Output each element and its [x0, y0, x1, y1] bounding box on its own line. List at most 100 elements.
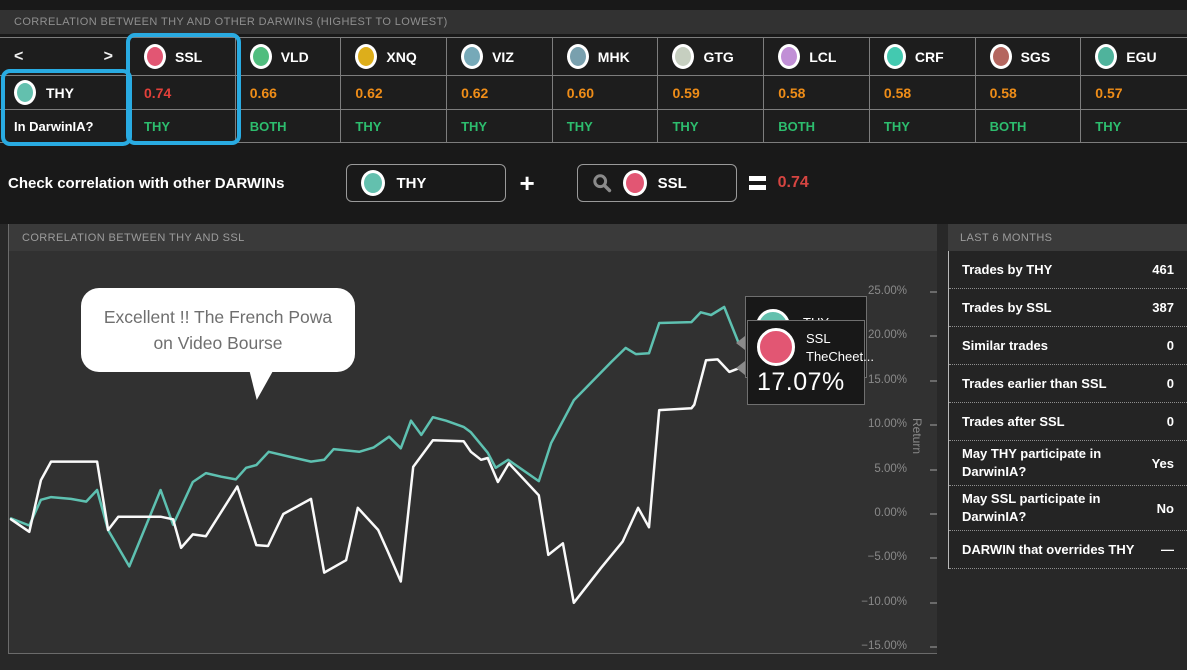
series-line-ssl: [9, 358, 743, 605]
correlation-result: 0.74: [777, 174, 809, 191]
series-line-thy: [9, 305, 741, 568]
base-darwin-cell[interactable]: THY: [0, 76, 130, 109]
stats-value: 0: [1166, 376, 1174, 391]
correlation-value: 0.62: [461, 84, 489, 101]
darwinia-participation: THY: [461, 118, 488, 134]
y-tick-mark: [930, 646, 937, 649]
correlation-value-cell: 0.57: [1081, 76, 1187, 109]
darwin-avatar: [672, 44, 695, 69]
stats-value: 461: [1152, 262, 1174, 277]
stats-row: Trades after SSL 0: [949, 403, 1187, 441]
darwin-column-header-ssl[interactable]: SSL: [130, 38, 236, 75]
darwin-code: EGU: [1126, 48, 1157, 65]
darwin-column-header-lcl[interactable]: LCL: [764, 38, 870, 75]
correlation-value: 0.74: [144, 84, 172, 101]
darwinia-participation-cell: THY: [341, 110, 448, 142]
darwin-column-header-mhk[interactable]: MHK: [552, 38, 659, 75]
tooltip-ssl-name: TheCheet...: [806, 348, 874, 364]
left-darwin-select[interactable]: THY: [346, 164, 507, 202]
y-tick-mark: [930, 335, 937, 338]
darwinia-participation: THY: [883, 118, 910, 134]
stats-row: May THY participate in DarwinIA? Yes: [949, 441, 1187, 486]
equals-icon: [748, 176, 766, 190]
y-tick-label: −5.00%: [867, 551, 907, 564]
tooltip-ssl: SSL TheCheet... 17.07%: [747, 320, 874, 405]
y-tick-mark: [930, 513, 937, 515]
darwin-avatar-ssl: [757, 328, 795, 366]
next-page-icon[interactable]: >: [103, 47, 113, 65]
darwinia-participation-cell: THY: [1081, 110, 1187, 142]
right-darwin-search-select[interactable]: SSL: [576, 164, 737, 202]
correlation-value-cell: 0.74: [130, 76, 236, 109]
darwin-column-header-crf[interactable]: CRF: [869, 38, 976, 75]
y-tick-label: 10.00%: [867, 418, 907, 431]
darwinia-participation-cell: THY: [869, 110, 976, 142]
stats-value: 0: [1166, 338, 1174, 353]
correlation-table-titlebar: CORRELATION BETWEEN THY AND OTHER DARWIN…: [0, 10, 1187, 34]
darwinia-row-label-cell: In DarwinIA?: [0, 110, 130, 142]
tooltip-pointer-ssl: [736, 361, 745, 375]
correlation-value: 0.60: [566, 84, 595, 101]
darwin-column-header-vld[interactable]: VLD: [235, 38, 342, 75]
darwin-code: XNQ: [386, 48, 417, 65]
darwinia-participation-cell: THY: [658, 110, 765, 142]
stats-panel-body: Trades by THY 461 Trades by SSL 387 Similar …: [948, 251, 1187, 569]
stats-label: DARWIN that overrides THY: [962, 541, 1135, 557]
stats-row: Similar trades 0: [949, 327, 1187, 365]
y-tick-label: 20.00%: [867, 329, 907, 342]
darwinia-participation-cell: BOTH: [235, 110, 342, 142]
y-tick-label: −10.00%: [861, 595, 907, 608]
correlation-values-row: THY 0.74 0.66 0.62 0.62 0.60 0.59 0.58 0.58 0.58…: [0, 76, 1187, 110]
darwinia-participation-cell: THY: [130, 110, 236, 142]
darwin-column-header-sgs[interactable]: SGS: [975, 38, 1082, 75]
darwinia-participation-cell: THY: [447, 110, 553, 142]
tooltip-pointer-thy: [736, 336, 745, 350]
darwinia-participation: THY: [1095, 118, 1122, 134]
tooltip-ssl-return: 17.07%: [757, 368, 845, 396]
y-axis-title: Return: [909, 417, 924, 455]
stats-value: No: [1156, 500, 1174, 516]
y-tick-mark: [930, 424, 937, 427]
darwin-column-header-gtg[interactable]: GTG: [658, 38, 765, 75]
darwin-avatar: [566, 44, 589, 69]
stats-label: May THY participate in DarwinIA?: [962, 446, 1102, 479]
y-tick-label: 5.00%: [874, 462, 907, 475]
darwin-code: VIZ: [492, 48, 514, 65]
left-darwin-code: THY: [396, 174, 427, 192]
darwin-column-header-viz[interactable]: VIZ: [447, 38, 553, 75]
right-darwin-code: SSL: [657, 174, 687, 192]
darwin-column-header-xnq[interactable]: XNQ: [341, 38, 448, 75]
darwin-avatar: [1095, 44, 1118, 69]
correlation-value-cell: 0.66: [235, 76, 342, 109]
darwin-avatar: [883, 44, 906, 69]
stats-label: Trades after SSL: [962, 413, 1065, 429]
y-tick-label: 0.00%: [874, 507, 907, 519]
correlation-chart: CORRELATION BETWEEN THY AND SSL 25.00% 20…: [8, 224, 937, 654]
stats-row: Trades by THY 461: [949, 251, 1187, 289]
darwinia-row-label: In DarwinIA?: [14, 118, 94, 134]
darwinia-participation: THY: [144, 118, 170, 134]
stats-panel-title: LAST 6 MONTHS: [960, 231, 1053, 244]
stats-row: May SSL participate in DarwinIA? No: [949, 486, 1187, 531]
darwinia-participation: THY: [672, 118, 699, 134]
darwin-code: SSL: [175, 48, 203, 65]
correlation-value-cell: 0.60: [552, 76, 659, 109]
y-tick-mark: [930, 557, 937, 560]
stats-row: Trades earlier than SSL 0: [949, 365, 1187, 403]
darwin-avatar: [249, 44, 272, 69]
darwin-avatar: [355, 44, 378, 69]
y-tick-label: 15.00%: [867, 373, 907, 386]
darwin-column-header-egu[interactable]: EGU: [1081, 38, 1187, 75]
column-pager: < >: [0, 38, 130, 75]
darwinia-participation-cell: BOTH: [764, 110, 870, 142]
correlation-value: 0.58: [778, 84, 806, 101]
return-line-chart: [9, 305, 743, 605]
darwinia-participation-cell: BOTH: [975, 110, 1082, 142]
correlation-value-cell: 0.59: [658, 76, 765, 109]
prev-page-icon[interactable]: <: [14, 47, 24, 65]
correlation-value: 0.58: [989, 84, 1017, 101]
search-icon: [592, 174, 611, 193]
darwinia-participation-cell: THY: [552, 110, 659, 142]
correlation-value: 0.66: [249, 84, 277, 101]
darwin-code: VLD: [280, 48, 309, 65]
